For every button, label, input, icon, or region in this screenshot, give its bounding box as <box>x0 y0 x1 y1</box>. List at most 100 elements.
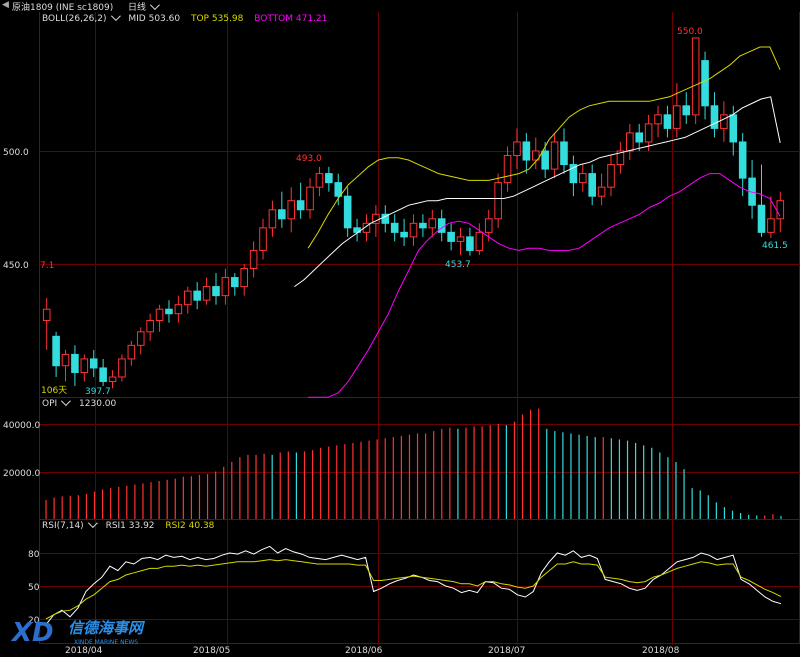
candle-body <box>136 331 145 346</box>
x-tick-may: 2018/05 <box>193 646 230 656</box>
candle-body <box>165 308 173 315</box>
candle-body <box>428 218 437 229</box>
price-panel-frame <box>39 11 800 398</box>
candle-body <box>475 231 484 251</box>
low-label: 397.7 <box>85 387 111 397</box>
candle-body <box>673 105 681 129</box>
date-grid <box>95 12 673 645</box>
logo-mark: XD <box>10 618 54 647</box>
candle-body <box>240 268 249 288</box>
chevron-down-icon <box>149 0 160 11</box>
candle-body <box>183 290 192 306</box>
opi-label[interactable]: OPI <box>42 399 58 409</box>
candle-body <box>654 114 662 125</box>
candle-body <box>626 132 634 152</box>
candle-body <box>278 209 286 220</box>
candle-body <box>108 376 117 383</box>
price-tick-500: 500.0 <box>3 148 29 158</box>
rsi1-value: RSI1 33.92 <box>105 521 155 531</box>
candle-body <box>362 222 371 233</box>
candle-body <box>315 173 324 188</box>
left-value-label: 7.1 <box>40 261 54 271</box>
rsi-lines <box>45 545 782 625</box>
candle-body <box>249 249 258 270</box>
rsi-tick-20: 20 <box>28 616 40 626</box>
candle-body <box>569 164 578 184</box>
rsi-label[interactable]: RSI(7,14) <box>42 521 84 531</box>
boll-line-top <box>307 46 781 249</box>
candle-body <box>155 308 164 322</box>
candle-body <box>306 186 314 211</box>
candle-body <box>757 204 766 233</box>
candle-body <box>767 218 775 233</box>
candle-body <box>513 141 521 157</box>
candle-body <box>578 173 587 184</box>
candle-body <box>560 141 568 166</box>
candle-body <box>80 358 89 373</box>
x-tick-jun: 2018/06 <box>345 646 383 656</box>
candle-body <box>202 286 211 301</box>
candle-body <box>118 358 126 378</box>
opi-tick-20000: 20000.0 <box>3 469 40 479</box>
candle-body <box>61 353 70 367</box>
boll-label[interactable]: BOLL(26,26,2) <box>42 14 107 24</box>
rsi-line-rsi2 <box>45 559 782 620</box>
recent-low-label: 461.5 <box>762 241 788 251</box>
rsi-tick-50: 50 <box>28 583 40 593</box>
candle-body <box>287 200 296 220</box>
candle-body <box>381 213 390 224</box>
opi-legend: OPI 1230.00 <box>42 396 124 409</box>
candle-body <box>494 182 502 220</box>
candle-body <box>52 335 60 367</box>
candle-body <box>409 222 418 238</box>
dip-label: 453.7 <box>445 260 471 270</box>
candle-body <box>419 222 427 229</box>
candle-body <box>720 114 728 129</box>
x-tick-aug: 2018/08 <box>642 646 680 656</box>
candle-body <box>437 218 446 233</box>
high-label: 550.0 <box>677 27 703 37</box>
candle-body <box>729 114 738 143</box>
candle-body <box>390 222 399 233</box>
candle-body <box>127 344 136 360</box>
opi-panel-frame <box>39 397 800 520</box>
boll-top-value: TOP 535.98 <box>190 14 244 24</box>
y-axis-labels: 500.0 450.0 40000.0 20000.0 80 50 20 <box>3 148 40 626</box>
candle-body <box>663 114 672 129</box>
opi-value: 1230.00 <box>79 399 117 409</box>
candle-body <box>212 286 220 297</box>
candle-body <box>259 227 267 251</box>
candle-body <box>71 353 79 373</box>
xinde-logo-graphic: XD 信德海事网 XINDE MARINE NEWS <box>10 618 146 648</box>
rsi-tick-80: 80 <box>28 550 40 560</box>
candle-body <box>635 132 644 143</box>
candle-body <box>193 290 201 301</box>
candle-body <box>531 150 540 161</box>
logo-name: 信德海事网 <box>68 619 146 637</box>
instrument-title[interactable]: 原油1809 (INE sc1809) <box>12 3 114 13</box>
candle-body <box>42 308 51 322</box>
candle-body <box>174 304 183 315</box>
days-label: 106天 <box>41 386 67 396</box>
candle-body <box>400 231 408 238</box>
candle-body <box>231 277 239 288</box>
price-annotations: 550.0 493.0 453.7 397.7 461.5 7.1 106天 <box>40 27 788 397</box>
boll-line-bottom <box>308 173 781 398</box>
candle-body <box>776 200 785 220</box>
rsi-line-rsi1 <box>45 545 782 625</box>
boll-bands <box>294 46 781 398</box>
candlestick-series <box>42 37 785 389</box>
header-bar: ◀ 原油1809 (INE sc1809) 日线 <box>0 0 800 13</box>
menu-icon[interactable]: ◀ <box>2 0 9 10</box>
candle-body <box>541 150 549 170</box>
logo-sub: XINDE MARINE NEWS <box>74 639 138 646</box>
candle-body <box>738 141 747 179</box>
candle-body <box>644 123 653 143</box>
candle-body <box>597 186 606 197</box>
x-tick-apr: 2018/04 <box>65 646 103 656</box>
period-selector[interactable]: 日线 <box>128 0 161 13</box>
candle-body <box>503 155 512 184</box>
period-label: 日线 <box>128 3 147 13</box>
opi-bars <box>45 408 782 519</box>
